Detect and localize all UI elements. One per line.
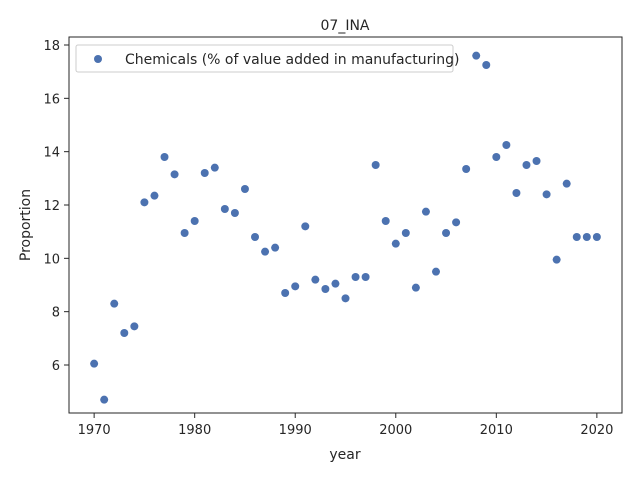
data-point bbox=[351, 273, 360, 281]
y-tick-label: 14 bbox=[43, 146, 60, 161]
data-point bbox=[431, 267, 440, 276]
data-point bbox=[271, 243, 280, 252]
data-point bbox=[261, 247, 270, 256]
data-point bbox=[401, 229, 410, 237]
data-point bbox=[331, 279, 340, 288]
data-point bbox=[90, 359, 99, 368]
legend-label: Chemicals (% of value added in manufactu… bbox=[125, 52, 459, 68]
data-point bbox=[361, 273, 370, 281]
data-point bbox=[522, 161, 531, 169]
data-point bbox=[170, 170, 179, 179]
data-point bbox=[472, 51, 481, 60]
data-point bbox=[321, 285, 330, 293]
data-point bbox=[301, 222, 310, 231]
chart-title: 07_INA bbox=[321, 18, 370, 34]
data-point bbox=[311, 275, 320, 284]
data-point bbox=[592, 233, 601, 241]
data-point bbox=[210, 163, 219, 172]
data-point bbox=[240, 185, 249, 193]
y-tick-label: 6 bbox=[52, 359, 60, 374]
legend-box bbox=[75, 44, 454, 73]
data-point bbox=[502, 141, 511, 149]
data-point bbox=[180, 229, 189, 237]
data-point bbox=[190, 217, 199, 225]
data-point bbox=[391, 239, 400, 248]
x-tick-label: 2000 bbox=[379, 423, 412, 438]
data-point bbox=[452, 218, 461, 227]
data-point bbox=[100, 395, 109, 404]
data-point bbox=[512, 189, 521, 197]
data-point bbox=[482, 61, 491, 69]
y-tick-label: 16 bbox=[43, 92, 60, 107]
data-point bbox=[230, 209, 239, 217]
data-point bbox=[130, 322, 139, 331]
data-point bbox=[442, 229, 451, 237]
data-point bbox=[160, 153, 169, 161]
data-point bbox=[552, 255, 561, 264]
x-axis: 1970 1980 1990 2000 2010 2020 bbox=[78, 413, 613, 438]
data-point bbox=[110, 299, 119, 308]
data-point bbox=[220, 205, 229, 213]
data-point bbox=[492, 153, 501, 161]
data-point bbox=[411, 283, 420, 292]
x-tick-label: 1990 bbox=[279, 423, 312, 438]
x-tick-label: 2020 bbox=[580, 423, 613, 438]
data-point bbox=[150, 191, 159, 200]
data-point bbox=[381, 217, 390, 225]
legend-marker bbox=[94, 55, 102, 63]
data-point bbox=[341, 294, 350, 303]
y-tick-label: 18 bbox=[43, 39, 60, 54]
data-point bbox=[572, 233, 581, 241]
data-point bbox=[291, 282, 300, 291]
data-point bbox=[281, 289, 290, 297]
y-axis-label: Proportion bbox=[18, 189, 34, 261]
data-point bbox=[542, 190, 551, 199]
y-axis: 6 8 10 12 14 16 18 bbox=[43, 39, 69, 374]
data-points bbox=[90, 51, 601, 404]
data-point bbox=[532, 157, 541, 165]
data-point bbox=[421, 207, 430, 216]
legend: Chemicals (% of value added in manufactu… bbox=[75, 44, 459, 73]
data-point bbox=[562, 179, 571, 188]
x-tick-label: 1970 bbox=[78, 423, 111, 438]
data-point bbox=[371, 161, 380, 169]
y-tick-label: 10 bbox=[43, 252, 60, 267]
data-point bbox=[120, 329, 129, 337]
x-tick-label: 2010 bbox=[480, 423, 513, 438]
data-point bbox=[140, 198, 149, 207]
y-tick-label: 12 bbox=[43, 199, 60, 214]
x-tick-label: 1980 bbox=[178, 423, 211, 438]
data-point bbox=[462, 165, 471, 173]
data-point bbox=[582, 233, 591, 241]
data-point bbox=[251, 233, 260, 241]
data-point bbox=[200, 169, 209, 177]
plot-frame bbox=[68, 36, 623, 414]
y-tick-label: 8 bbox=[52, 306, 60, 321]
x-axis-label: year bbox=[329, 447, 360, 463]
